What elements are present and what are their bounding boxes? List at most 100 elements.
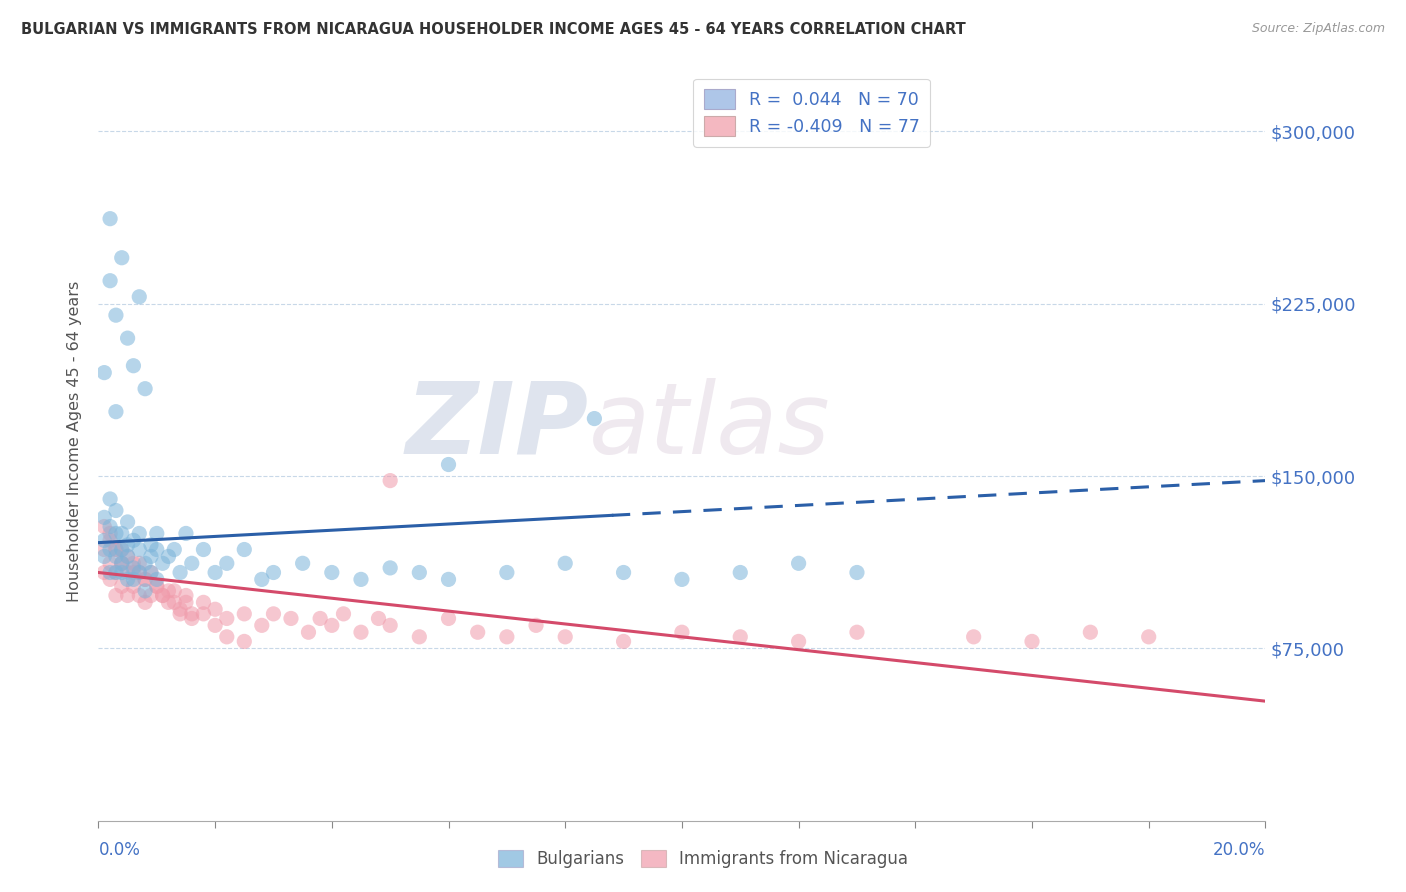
Point	[787, 634, 810, 648]
Point	[321, 618, 343, 632]
Point	[730, 630, 752, 644]
Point	[139, 566, 162, 580]
Point	[104, 589, 127, 603]
Point	[204, 618, 226, 632]
Point	[111, 579, 134, 593]
Point	[122, 573, 145, 587]
Point	[583, 411, 606, 425]
Point	[380, 618, 402, 632]
Point	[215, 557, 238, 571]
Point	[122, 579, 145, 593]
Point	[204, 566, 226, 580]
Point	[146, 526, 169, 541]
Point	[128, 526, 150, 541]
Point	[98, 519, 121, 533]
Point	[280, 611, 302, 625]
Point	[128, 566, 150, 580]
Point	[122, 359, 145, 373]
Point	[787, 557, 810, 571]
Point	[233, 542, 256, 557]
Point	[408, 566, 430, 580]
Point	[1021, 634, 1043, 648]
Point	[174, 595, 197, 609]
Point	[554, 630, 576, 644]
Point	[180, 557, 202, 571]
Point	[157, 595, 180, 609]
Point	[117, 549, 139, 564]
Point	[122, 566, 145, 580]
Point	[554, 557, 576, 571]
Point	[169, 602, 191, 616]
Point	[122, 561, 145, 575]
Point	[134, 382, 156, 396]
Point	[122, 533, 145, 548]
Point	[104, 308, 127, 322]
Text: 0.0%: 0.0%	[98, 841, 141, 859]
Point	[134, 595, 156, 609]
Point	[180, 607, 202, 621]
Point	[111, 557, 134, 571]
Point	[134, 573, 156, 587]
Point	[98, 533, 121, 548]
Text: atlas: atlas	[589, 378, 830, 475]
Point	[93, 542, 115, 557]
Point	[117, 331, 139, 345]
Point	[437, 611, 460, 625]
Point	[408, 630, 430, 644]
Point	[111, 526, 134, 541]
Point	[612, 566, 634, 580]
Point	[467, 625, 489, 640]
Point	[128, 566, 150, 580]
Text: 20.0%: 20.0%	[1213, 841, 1265, 859]
Point	[117, 538, 139, 552]
Point	[111, 557, 134, 571]
Point	[111, 251, 134, 265]
Text: BULGARIAN VS IMMIGRANTS FROM NICARAGUA HOUSEHOLDER INCOME AGES 45 - 64 YEARS COR: BULGARIAN VS IMMIGRANTS FROM NICARAGUA H…	[21, 22, 966, 37]
Point	[117, 589, 139, 603]
Point	[250, 573, 273, 587]
Point	[146, 579, 169, 593]
Point	[671, 625, 693, 640]
Point	[437, 573, 460, 587]
Point	[93, 566, 115, 580]
Point	[215, 630, 238, 644]
Point	[152, 589, 174, 603]
Point	[139, 566, 162, 580]
Point	[297, 625, 319, 640]
Point	[262, 607, 284, 621]
Point	[309, 611, 332, 625]
Point	[117, 573, 139, 587]
Point	[134, 573, 156, 587]
Point	[380, 474, 402, 488]
Point	[367, 611, 389, 625]
Point	[128, 589, 150, 603]
Point	[146, 579, 169, 593]
Point	[163, 542, 186, 557]
Point	[174, 526, 197, 541]
Point	[321, 566, 343, 580]
Point	[146, 542, 169, 557]
Point	[496, 630, 519, 644]
Point	[93, 510, 115, 524]
Point	[215, 611, 238, 625]
Point	[104, 549, 127, 564]
Point	[134, 557, 156, 571]
Point	[962, 630, 984, 644]
Point	[139, 549, 162, 564]
Point	[169, 566, 191, 580]
Point	[163, 583, 186, 598]
Point	[104, 542, 127, 557]
Point	[157, 549, 180, 564]
Legend: Bulgarians, Immigrants from Nicaragua: Bulgarians, Immigrants from Nicaragua	[491, 843, 915, 875]
Point	[98, 491, 121, 506]
Point	[846, 566, 869, 580]
Point	[98, 211, 121, 226]
Point	[524, 618, 547, 632]
Point	[134, 583, 156, 598]
Point	[332, 607, 354, 621]
Point	[496, 566, 519, 580]
Point	[671, 573, 693, 587]
Point	[612, 634, 634, 648]
Point	[93, 519, 115, 533]
Y-axis label: Householder Income Ages 45 - 64 years: Householder Income Ages 45 - 64 years	[67, 281, 83, 602]
